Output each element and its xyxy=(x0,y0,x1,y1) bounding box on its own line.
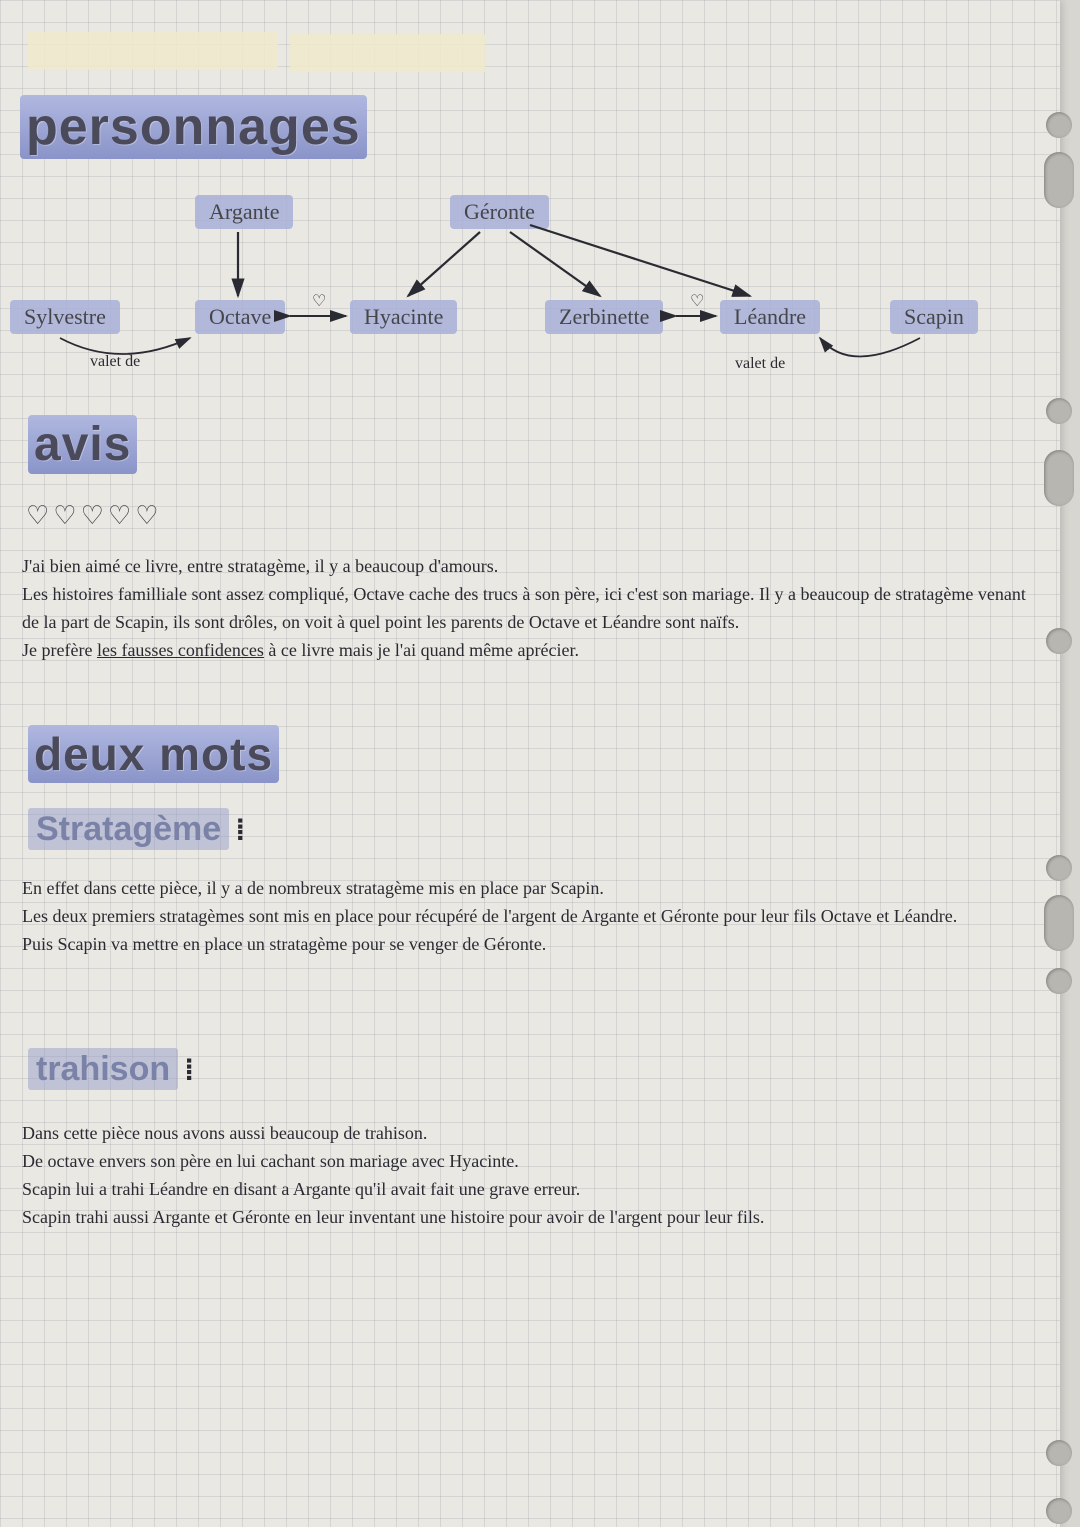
text-line: En effet dans cette pièce, il y a de nom… xyxy=(22,878,604,898)
trahison-paragraph: Dans cette pièce nous avons aussi beauco… xyxy=(22,1120,1032,1232)
punch-hole xyxy=(1046,1498,1072,1524)
avis-paragraph: J'ai bien aimé ce livre, entre stratagèm… xyxy=(22,553,1032,665)
tape-strip xyxy=(290,34,485,72)
colon-icon: ⁞ xyxy=(235,814,245,848)
underlined-phrase: les fausses confidences xyxy=(97,640,264,660)
text-line: Puis Scapin va mettre en place un strata… xyxy=(22,934,546,954)
edge-label-valet-1: valet de xyxy=(90,350,140,375)
node-octave: Octave xyxy=(195,300,285,334)
punch-hole xyxy=(1046,398,1072,424)
node-argante: Argante xyxy=(195,195,293,229)
punch-slot xyxy=(1044,895,1074,951)
node-zerbinette: Zerbinette xyxy=(545,300,663,334)
punch-hole xyxy=(1046,112,1072,138)
text-line: Scapin lui a trahi Léandre en disant a A… xyxy=(22,1179,580,1199)
punch-hole xyxy=(1046,968,1072,994)
heading-text: personnages xyxy=(20,95,367,159)
punch-slot xyxy=(1044,152,1074,208)
tape-strip xyxy=(28,32,278,70)
node-geronte: Géronte xyxy=(450,195,549,229)
heading-deux-mots: deux mots xyxy=(28,725,279,783)
punch-slot xyxy=(1044,450,1074,506)
punch-hole xyxy=(1046,628,1072,654)
edge-label-valet-2: valet de xyxy=(735,352,785,377)
avis-line: Les histoires familliale sont assez comp… xyxy=(22,584,1026,632)
text-line: Les deux premiers stratagèmes sont mis e… xyxy=(22,906,957,926)
punch-hole xyxy=(1046,855,1072,881)
heading-avis: avis xyxy=(28,415,137,474)
node-scapin: Scapin xyxy=(890,300,978,334)
heading-text: deux mots xyxy=(28,725,279,783)
subheading-trahison: trahison⁞ xyxy=(28,1050,194,1089)
colon-icon: ⁞ xyxy=(184,1054,194,1088)
heading-text: avis xyxy=(28,415,137,474)
heading-personnages: personnages xyxy=(20,95,367,159)
text-line: Scapin trahi aussi Argante et Géronte en… xyxy=(22,1207,764,1227)
rating-hearts: ♡♡♡♡♡ xyxy=(26,500,163,531)
punch-hole xyxy=(1046,1440,1072,1466)
node-leandre: Léandre xyxy=(720,300,820,334)
node-hyacinte: Hyacinte xyxy=(350,300,457,334)
avis-line: J'ai bien aimé ce livre, entre stratagèm… xyxy=(22,556,498,576)
text-line: Dans cette pièce nous avons aussi beauco… xyxy=(22,1123,427,1143)
avis-line: Je prefère les fausses confidences à ce … xyxy=(22,640,579,660)
text-line: De octave envers son père en lui cachant… xyxy=(22,1151,519,1171)
node-sylvestre: Sylvestre xyxy=(10,300,120,334)
stratageme-paragraph: En effet dans cette pièce, il y a de nom… xyxy=(22,875,1032,959)
subheading-stratageme: Stratagème⁞ xyxy=(28,810,245,849)
